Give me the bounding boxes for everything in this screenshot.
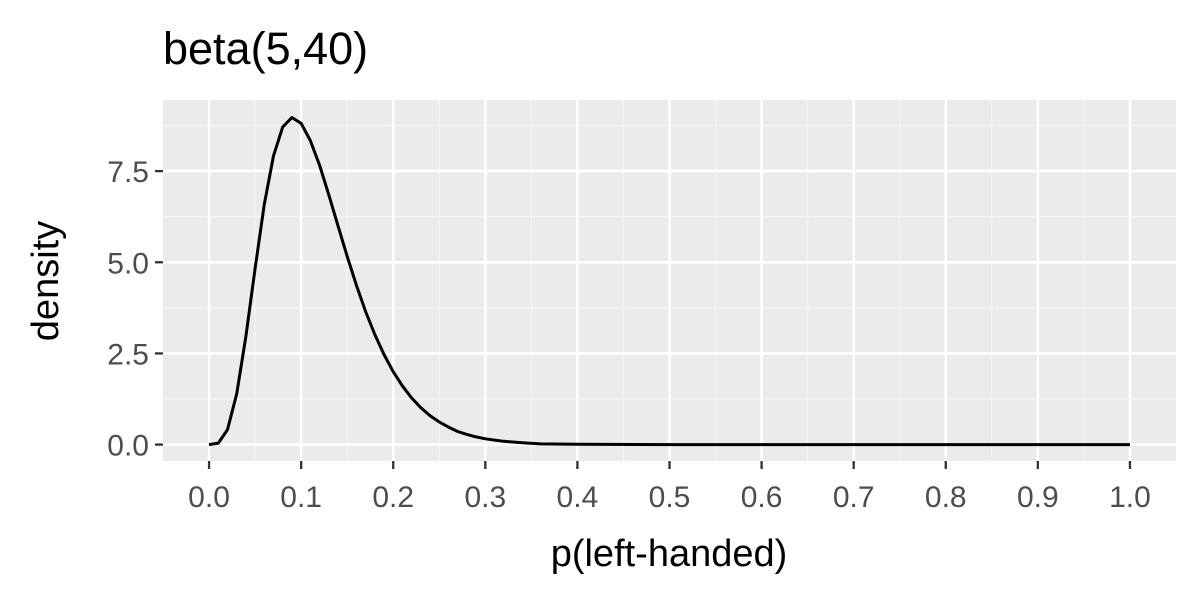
density-curve	[208, 116, 1130, 447]
x-tick-label: 1.0	[1109, 481, 1151, 514]
x-tick-label: 0.7	[833, 481, 875, 514]
x-tick-label: 0.2	[372, 481, 414, 514]
y-tick-label: 0.0	[107, 430, 149, 463]
y-axis: 0.0 2.5 5.0 7.5	[107, 156, 163, 463]
series-layer	[208, 116, 1130, 447]
y-axis-title: density	[25, 221, 67, 341]
x-axis-title: p(left-handed)	[551, 533, 788, 575]
x-tick-label: 0.5	[649, 481, 691, 514]
x-tick-label: 0.1	[280, 481, 322, 514]
x-tick-label: 0.3	[464, 481, 506, 514]
y-tick-label: 7.5	[107, 156, 149, 189]
x-tick-label: 0.9	[1017, 481, 1059, 514]
x-axis: 0.0 0.1 0.2 0.3 0.4 0.5 0.6 0.7 0.8 0.9 1.0	[188, 461, 1151, 514]
x-tick-label: 0.0	[188, 481, 230, 514]
y-tick-label: 5.0	[107, 247, 149, 280]
x-tick-label: 0.4	[557, 481, 599, 514]
chart-title: beta(5,40)	[163, 23, 368, 74]
y-tick-label: 2.5	[107, 338, 149, 371]
x-tick-label: 0.8	[925, 481, 967, 514]
x-tick-label: 0.6	[741, 481, 783, 514]
